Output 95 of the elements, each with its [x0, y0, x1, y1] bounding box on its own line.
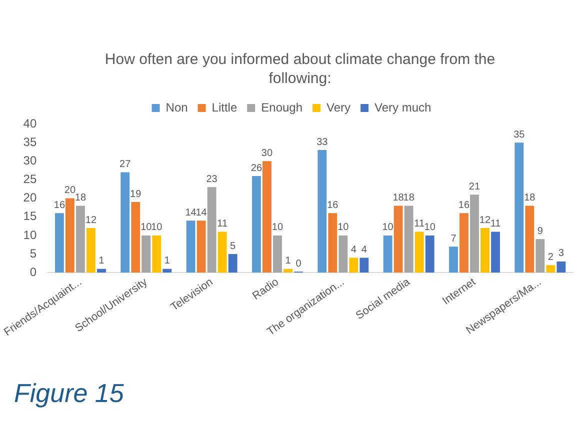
- bar: [394, 206, 403, 273]
- data-label: 1: [285, 256, 292, 267]
- bar: [65, 198, 74, 273]
- data-label: 12: [85, 214, 97, 226]
- bar: [360, 258, 369, 273]
- bar: [318, 150, 327, 273]
- data-label: 9: [537, 226, 544, 237]
- bar: [328, 213, 338, 273]
- data-label: 20: [64, 185, 76, 196]
- bar: [196, 220, 206, 273]
- bar: [142, 235, 151, 273]
- bar: [338, 235, 348, 273]
- data-label: 21: [468, 181, 480, 192]
- bar: [349, 258, 358, 273]
- bar: [54, 213, 64, 273]
- bar: [186, 220, 196, 273]
- y-tick-label: 5: [30, 246, 37, 260]
- data-label: 11: [217, 218, 228, 230]
- data-label: 30: [261, 148, 273, 159]
- data-label: 5: [230, 240, 236, 252]
- y-tick-label: 0: [30, 264, 37, 279]
- data-label: 4: [350, 244, 357, 256]
- y-tick-label: 40: [23, 116, 37, 130]
- y-tick-label: 10: [23, 228, 37, 242]
- y-tick-label: 15: [23, 209, 37, 224]
- data-label: 14: [185, 207, 197, 218]
- bar: [449, 246, 458, 273]
- legend-label: Enough: [261, 100, 303, 114]
- data-label: 10: [272, 222, 284, 234]
- y-tick-label: 30: [23, 153, 37, 168]
- y-tick-label: 25: [23, 172, 37, 186]
- data-label: 7: [450, 233, 457, 244]
- bar: [514, 142, 524, 273]
- data-label: 4: [361, 244, 368, 256]
- bar: [76, 206, 85, 273]
- data-label: 2: [548, 252, 554, 263]
- data-label: 27: [120, 159, 132, 170]
- data-label: 3: [558, 248, 564, 260]
- data-label: 18: [392, 192, 404, 204]
- data-label: 18: [74, 192, 86, 204]
- data-label: 18: [524, 192, 536, 204]
- data-label: 10: [151, 222, 163, 234]
- data-label: 12: [479, 214, 491, 226]
- data-label: 33: [316, 136, 328, 148]
- chart-title: How often are you informed about climate change from the following:: [104, 50, 496, 88]
- bar: [207, 187, 216, 273]
- data-label: 14: [196, 207, 208, 218]
- bar: [525, 206, 534, 273]
- bar: [86, 228, 96, 273]
- data-label: 26: [250, 162, 262, 174]
- bar: [480, 228, 490, 273]
- data-label: 0: [296, 258, 302, 270]
- bar: [546, 265, 556, 273]
- bar: [404, 206, 414, 273]
- bar: [228, 254, 238, 273]
- bar: [470, 194, 479, 273]
- legend-label: Very: [326, 100, 351, 114]
- data-label: 1: [98, 256, 105, 267]
- data-label: 16: [327, 200, 339, 211]
- bar: [262, 161, 272, 273]
- bar: [383, 235, 392, 273]
- data-label: 35: [514, 129, 526, 140]
- bar: [152, 235, 162, 273]
- bar: [491, 232, 500, 273]
- bar: [460, 213, 468, 273]
- bar: [162, 268, 172, 273]
- bar: [120, 172, 130, 273]
- bar: [425, 235, 434, 273]
- legend-label: Non: [166, 100, 188, 114]
- legend-label: Very much: [374, 100, 432, 114]
- bar: [536, 239, 545, 273]
- data-label: 23: [206, 174, 218, 185]
- data-label: 19: [130, 188, 142, 200]
- data-label: 18: [403, 192, 415, 204]
- data-label: 11: [414, 218, 425, 230]
- data-label: 10: [382, 222, 394, 234]
- data-label: 10: [424, 222, 436, 234]
- data-label: 10: [338, 222, 350, 234]
- data-label: 1: [164, 256, 170, 267]
- bar: [97, 268, 106, 273]
- data-label: 16: [54, 200, 66, 211]
- y-tick-label: 35: [23, 134, 37, 149]
- bar: [131, 202, 140, 273]
- caption: Figure 15: [14, 378, 124, 409]
- bar: [556, 261, 566, 273]
- bar: [273, 235, 282, 273]
- data-label: 10: [140, 222, 152, 234]
- data-label: 16: [458, 200, 470, 211]
- legend-label: Little: [212, 100, 238, 114]
- y-tick-label: 20: [23, 190, 37, 205]
- bar: [218, 232, 227, 273]
- bar: [252, 176, 261, 273]
- bar: [414, 232, 424, 273]
- data-label: 11: [490, 218, 502, 230]
- bar: [284, 268, 292, 273]
